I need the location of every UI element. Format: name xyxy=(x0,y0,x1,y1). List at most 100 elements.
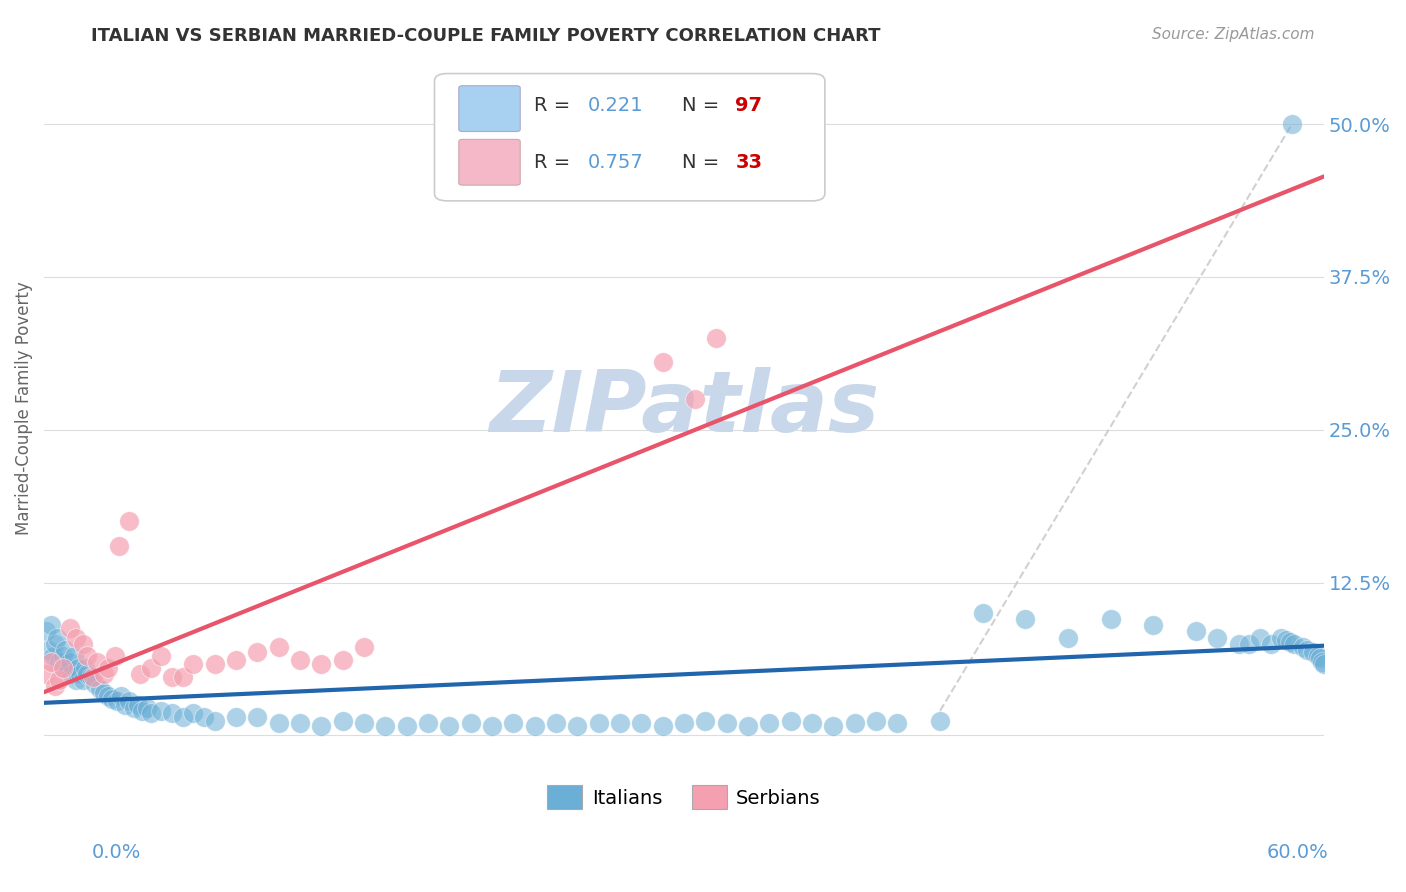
Point xyxy=(1282,637,1305,651)
Point xyxy=(127,698,149,712)
Point xyxy=(93,667,115,681)
Text: N =: N = xyxy=(682,153,725,172)
Point xyxy=(44,637,66,651)
Text: 60.0%: 60.0% xyxy=(1267,843,1329,862)
Point xyxy=(1313,657,1336,672)
Point xyxy=(1281,117,1303,131)
Point xyxy=(172,710,194,724)
Point xyxy=(758,716,780,731)
Point xyxy=(86,655,108,669)
Point xyxy=(67,661,90,675)
Point xyxy=(246,645,269,659)
Point xyxy=(35,624,58,639)
Text: 97: 97 xyxy=(735,96,762,115)
Point xyxy=(59,621,82,635)
Point xyxy=(311,657,333,672)
Point xyxy=(204,657,226,672)
Point xyxy=(103,648,125,663)
Point xyxy=(737,718,759,732)
Point xyxy=(416,716,439,731)
Point xyxy=(1185,624,1208,639)
Text: 0.757: 0.757 xyxy=(588,153,644,172)
Point xyxy=(73,661,96,675)
Point xyxy=(52,648,75,663)
Point xyxy=(41,648,63,663)
Point xyxy=(107,539,129,553)
Point xyxy=(1249,631,1271,645)
Text: 0.221: 0.221 xyxy=(588,96,644,115)
Text: 0.0%: 0.0% xyxy=(91,843,141,862)
Point xyxy=(801,716,824,731)
Point xyxy=(460,716,482,731)
Point xyxy=(1270,631,1292,645)
Point xyxy=(844,716,866,731)
FancyBboxPatch shape xyxy=(458,86,520,131)
Point xyxy=(704,331,727,345)
Point xyxy=(481,718,503,732)
Point xyxy=(101,691,124,706)
Point xyxy=(63,648,86,663)
Point xyxy=(886,716,908,731)
FancyBboxPatch shape xyxy=(458,139,520,186)
Point xyxy=(129,667,152,681)
Point xyxy=(353,716,375,731)
Point xyxy=(716,716,738,731)
Point xyxy=(225,652,247,666)
Point xyxy=(76,648,98,663)
Point xyxy=(695,714,717,728)
Point xyxy=(1306,648,1329,663)
Point xyxy=(395,718,418,732)
Point xyxy=(97,661,120,675)
Point xyxy=(439,718,461,732)
Point xyxy=(567,718,589,732)
Point xyxy=(1302,645,1324,659)
Point xyxy=(523,718,546,732)
Point xyxy=(1206,631,1229,645)
Point xyxy=(865,714,887,728)
Point xyxy=(39,618,62,632)
Point xyxy=(59,655,82,669)
Point xyxy=(1057,631,1080,645)
Point xyxy=(122,701,145,715)
Point xyxy=(311,718,333,732)
Point xyxy=(1014,612,1036,626)
Point xyxy=(225,710,247,724)
Point xyxy=(683,392,706,406)
Point xyxy=(1227,637,1250,651)
Point xyxy=(114,698,136,712)
Point xyxy=(609,716,631,731)
Point xyxy=(150,704,173,718)
Legend: Italians, Serbians: Italians, Serbians xyxy=(540,778,828,817)
Point xyxy=(39,655,62,669)
Point xyxy=(544,716,567,731)
Y-axis label: Married-Couple Family Poverty: Married-Couple Family Poverty xyxy=(15,281,32,535)
Point xyxy=(150,648,173,663)
Point xyxy=(1309,651,1331,665)
Point xyxy=(72,673,94,688)
Point xyxy=(246,710,269,724)
Point xyxy=(1292,640,1315,655)
Point xyxy=(69,667,91,681)
Point xyxy=(779,714,801,728)
Point xyxy=(80,670,103,684)
Point xyxy=(332,714,354,728)
Point xyxy=(131,704,153,718)
Point xyxy=(52,661,75,675)
Point xyxy=(110,690,132,704)
Point xyxy=(1278,635,1301,649)
Point xyxy=(160,706,183,721)
Point xyxy=(588,716,610,731)
Text: ITALIAN VS SERBIAN MARRIED-COUPLE FAMILY POVERTY CORRELATION CHART: ITALIAN VS SERBIAN MARRIED-COUPLE FAMILY… xyxy=(91,27,882,45)
Point xyxy=(139,661,162,675)
Point xyxy=(44,680,66,694)
Point xyxy=(51,661,73,675)
Point xyxy=(118,515,141,529)
Point xyxy=(204,714,226,728)
Text: N =: N = xyxy=(682,96,725,115)
Point xyxy=(183,657,205,672)
Point xyxy=(353,640,375,655)
Text: ZIPatlas: ZIPatlas xyxy=(489,367,879,450)
Point xyxy=(45,631,67,645)
Point xyxy=(267,640,290,655)
Text: R =: R = xyxy=(534,96,576,115)
